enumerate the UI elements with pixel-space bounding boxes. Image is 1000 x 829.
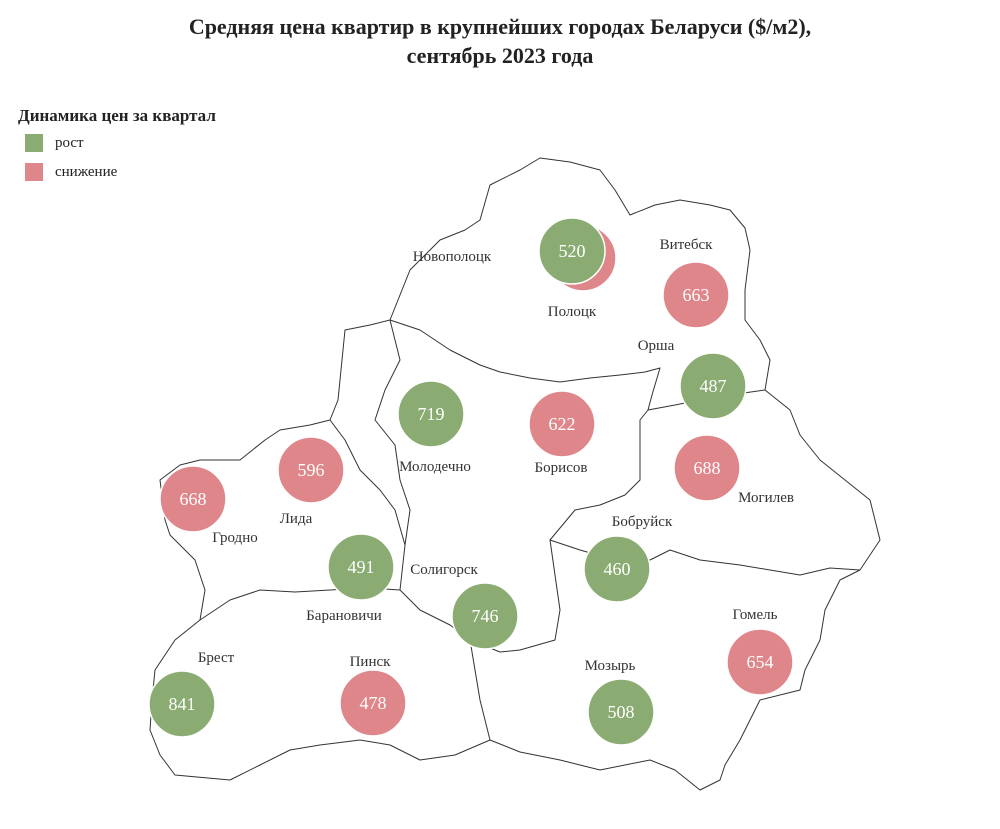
city-bubble bbox=[159, 465, 227, 533]
city-bubble bbox=[528, 390, 596, 458]
legend-swatch-green bbox=[25, 134, 43, 152]
city-bubble bbox=[673, 434, 741, 502]
region-border-vitebsk bbox=[389, 319, 766, 411]
city-price-label: 719 bbox=[418, 404, 445, 424]
city-name-label: Гомель bbox=[732, 607, 777, 623]
city-name-label: Брест bbox=[198, 650, 235, 666]
legend: Динамика цен за квартал рост снижение bbox=[18, 106, 216, 192]
city-bubble bbox=[397, 380, 465, 448]
city-name-label: Борисов bbox=[535, 460, 588, 476]
city-price-label: 668 bbox=[180, 489, 207, 509]
city-price-label: 460 bbox=[604, 559, 631, 579]
city-bubble bbox=[662, 261, 730, 329]
legend-item-growth: рост bbox=[25, 134, 216, 152]
city-name-label: Мозырь bbox=[585, 658, 636, 674]
country-outline bbox=[149, 157, 881, 791]
legend-title: Динамика цен за квартал bbox=[18, 106, 216, 125]
city-price-label: 841 bbox=[169, 694, 196, 714]
city-price-label: 520 bbox=[559, 241, 586, 261]
city-bubble bbox=[148, 670, 216, 738]
region-border-grodno bbox=[329, 419, 406, 546]
city-price-label: 596 bbox=[298, 460, 325, 480]
region-border-gomel-brest bbox=[469, 639, 491, 741]
legend-label: снижение bbox=[55, 163, 118, 180]
city-name-label: Гродно bbox=[212, 530, 257, 546]
city-bubble bbox=[277, 436, 345, 504]
city-name-label: Бобруйск bbox=[612, 514, 673, 530]
city-price-label: 688 bbox=[694, 458, 721, 478]
city-name-label: Пинск bbox=[350, 654, 392, 670]
city-price-label: 478 bbox=[360, 693, 387, 713]
city-price-label: 663 bbox=[683, 285, 710, 305]
city-name-label: Орша bbox=[638, 338, 675, 354]
legend-label: рост bbox=[55, 134, 84, 151]
city-price-label: 622 bbox=[549, 414, 576, 434]
city-name-label: Полоцк bbox=[548, 304, 597, 320]
map-title: Средняя цена квартир в крупнейших города… bbox=[0, 12, 1000, 70]
city-name-label: Барановичи bbox=[306, 608, 382, 624]
city-bubble bbox=[587, 678, 655, 746]
city-bubble bbox=[451, 582, 519, 650]
city-name-label: Могилев bbox=[738, 490, 794, 506]
city-price-label: 654 bbox=[747, 652, 774, 672]
city-price-label: 508 bbox=[608, 702, 635, 722]
city-bubble bbox=[327, 533, 395, 601]
city-bubble bbox=[583, 535, 651, 603]
title-line-2: сентябрь 2023 года bbox=[406, 43, 594, 68]
city-price-label: 491 bbox=[348, 557, 375, 577]
city-price-label: 487 bbox=[700, 376, 727, 396]
city-bubble bbox=[679, 352, 747, 420]
title-line-1: Средняя цена квартир в крупнейших города… bbox=[188, 14, 812, 39]
city-name-label: Витебск bbox=[660, 237, 714, 253]
city-bubble bbox=[726, 628, 794, 696]
city-name-label: Солигорск bbox=[410, 562, 478, 578]
city-name-label: Новополоцк bbox=[413, 249, 492, 265]
city-name-label: Молодечно bbox=[399, 459, 471, 475]
city-bubble bbox=[538, 217, 606, 285]
city-name-label: Лида bbox=[280, 511, 313, 527]
legend-item-decline: снижение bbox=[25, 163, 216, 181]
city-price-label: 746 bbox=[472, 606, 499, 626]
region-border-minsk bbox=[374, 319, 649, 653]
legend-swatch-red bbox=[25, 163, 43, 181]
city-bubble bbox=[339, 669, 407, 737]
